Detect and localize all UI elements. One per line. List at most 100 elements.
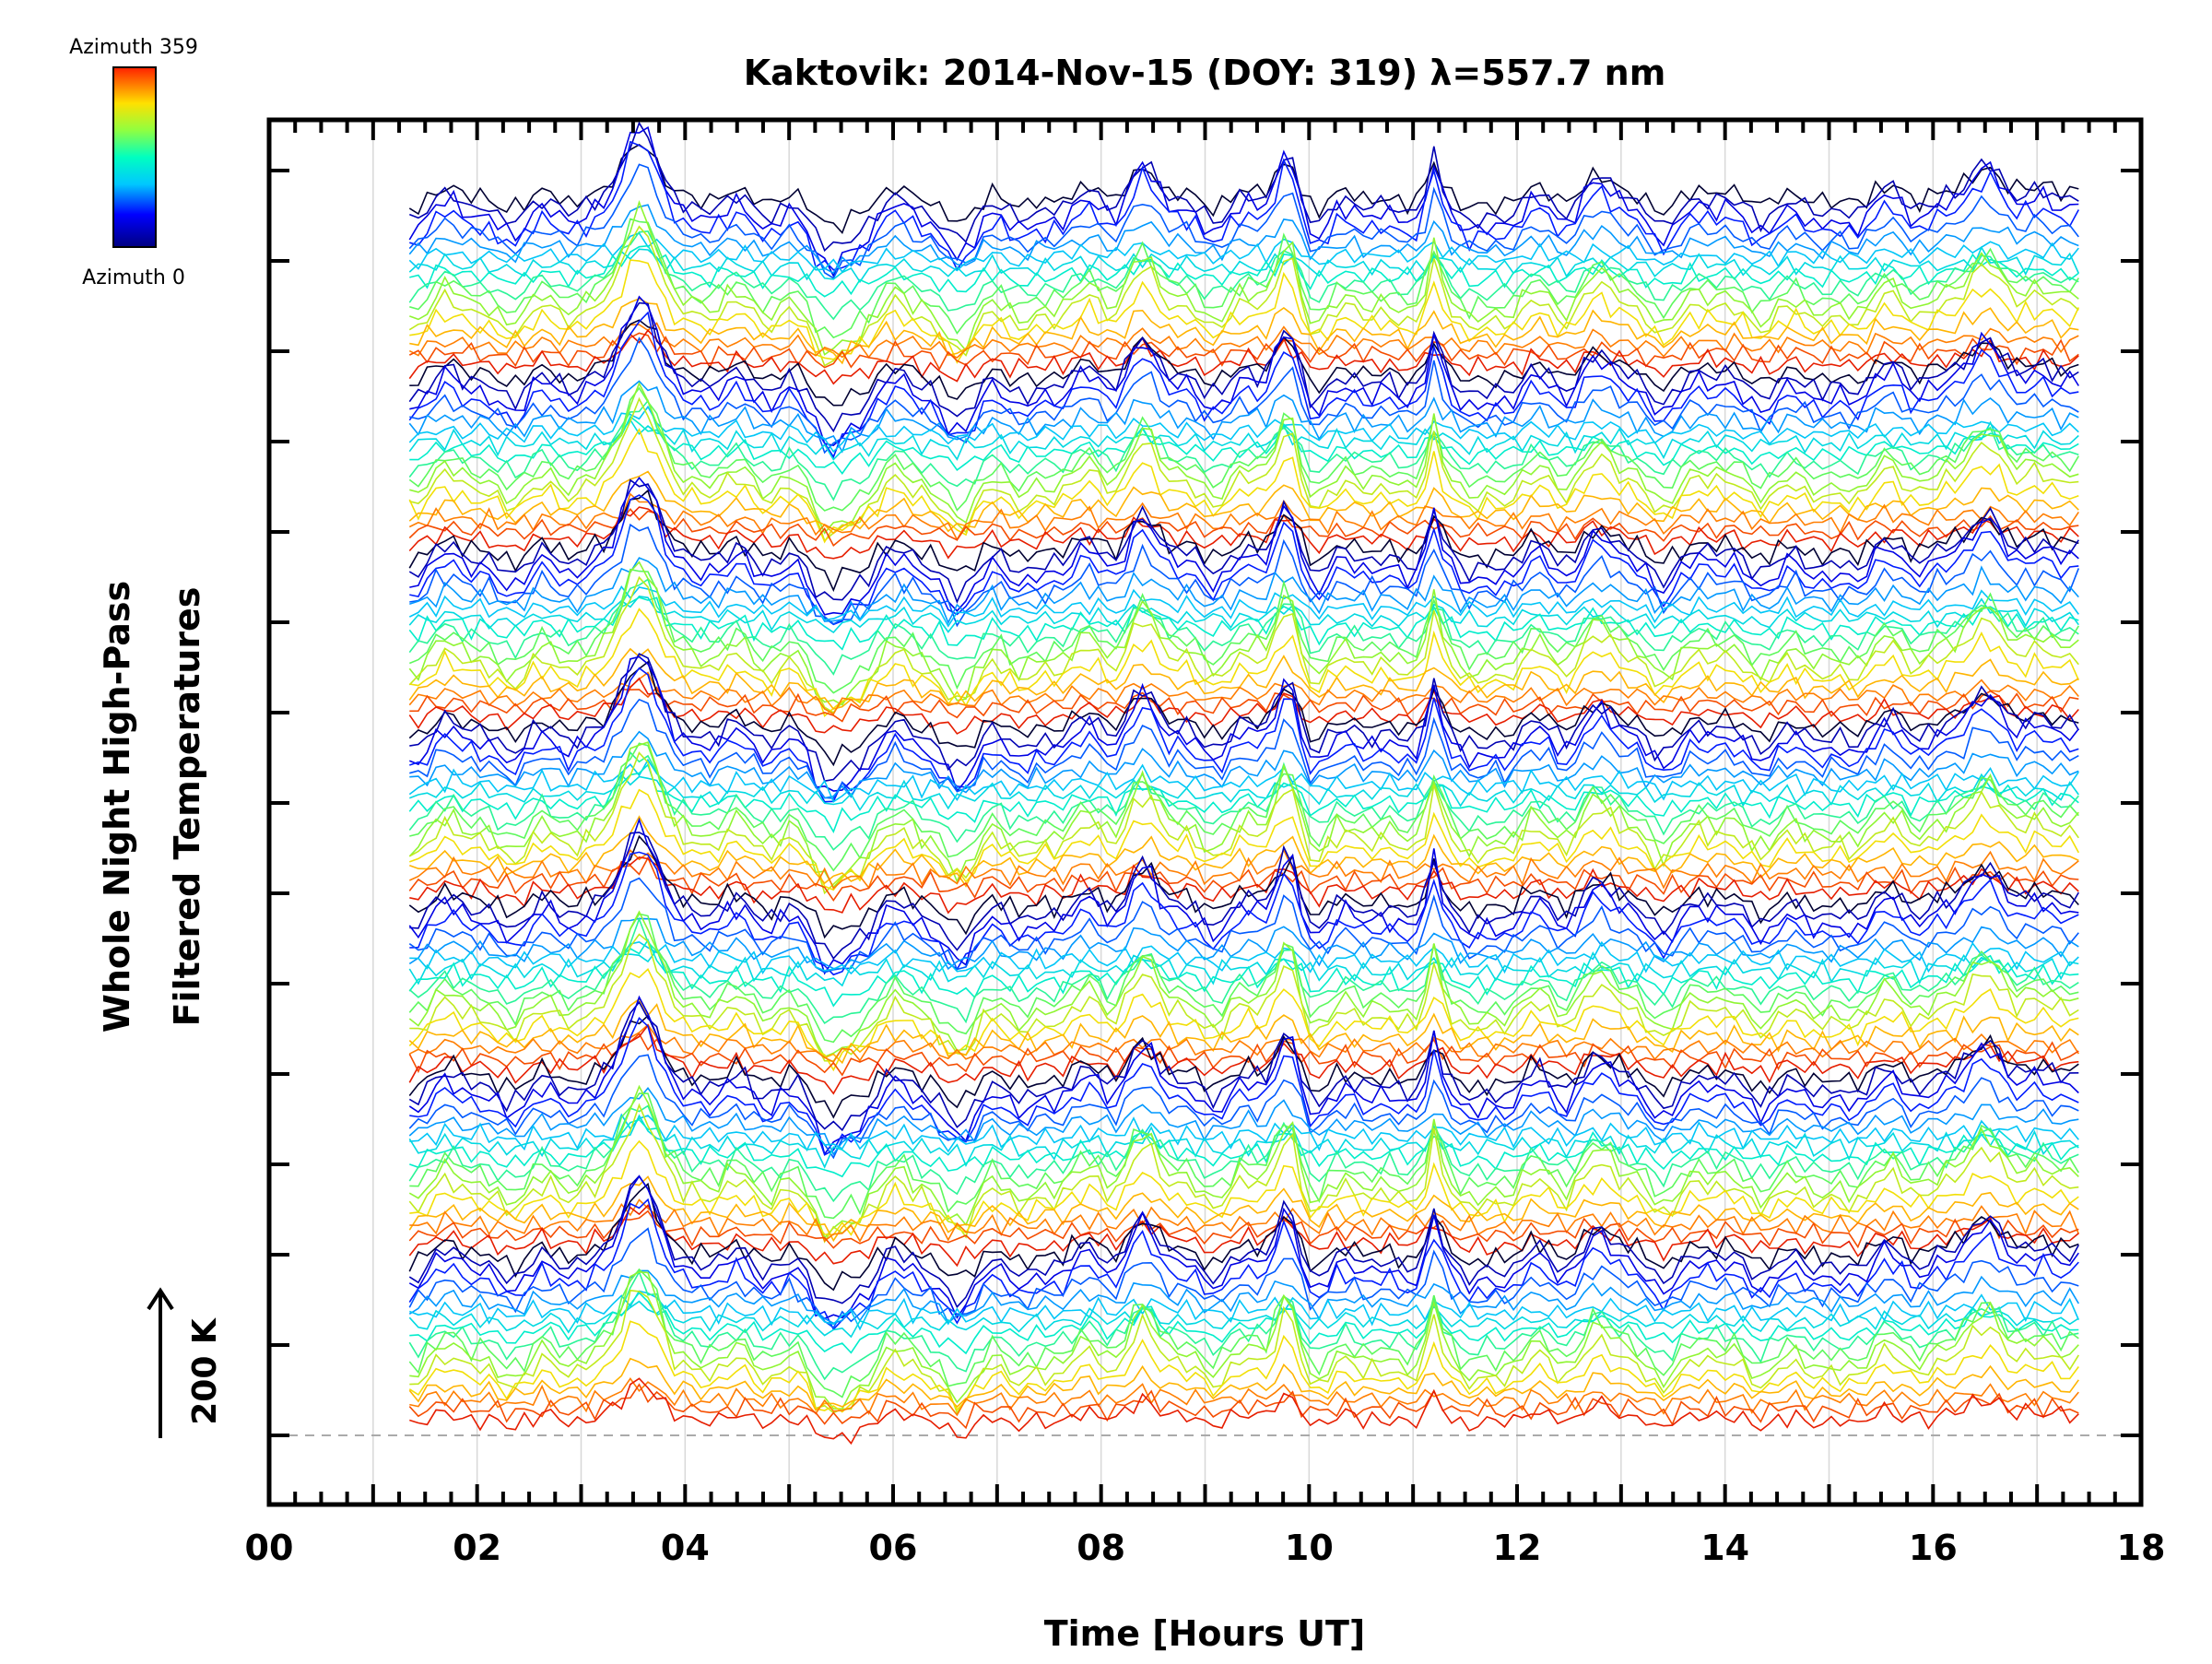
trace-line [409,1290,2080,1331]
trace-line [409,742,2079,872]
trace-line [408,1383,2079,1430]
trace-line [408,751,2079,895]
trace-line [409,494,2079,626]
trace-line [408,1104,2079,1203]
trace-line [408,913,2079,1044]
trace-line [408,163,2079,279]
trace-line [408,470,2079,535]
trace-line [408,508,2079,547]
trace-line [408,1054,2079,1160]
trace-line [409,557,2079,625]
trace-line [408,405,2079,454]
trace-line [408,230,2079,321]
trace-line [409,773,2079,811]
trace-line [408,585,2079,628]
trace-line [408,245,2080,284]
trace-line [408,1033,2079,1077]
x-tick-label: 08 [1077,1528,1125,1568]
trace-line [409,698,2079,799]
trace-line [408,1269,2079,1325]
trace-line [408,329,2079,385]
trace-line [409,319,2079,407]
trace-line [408,834,2079,939]
trace-line [409,259,2080,364]
x-tick-labels: 00 02 04 06 08 10 12 14 16 18 [245,1528,2166,1568]
trace-line [408,125,2079,278]
trace-line [408,492,2079,542]
trace-line [409,1198,2080,1243]
x-tick-label: 00 [245,1528,294,1568]
trace-line [408,758,2079,803]
trace-line [408,1204,2079,1268]
scale-bar-label: 200 K [186,1317,224,1425]
trace-line [408,231,2079,274]
trace-line [408,1210,2079,1249]
trace-line [408,578,2079,676]
trace-line [409,608,2080,717]
trace-line [408,997,2079,1065]
trace-line [409,1377,2079,1446]
x-tick-label: 06 [869,1528,918,1568]
trace-line [408,910,2079,1058]
trace-line [408,311,2079,459]
trace-line [409,653,2079,783]
trace-line [408,1198,2079,1331]
trace-line [408,489,2079,593]
trace-lines [408,121,2080,1446]
trace-line [408,938,2079,1008]
trace-line [408,1000,2079,1132]
trace-line [409,1377,2079,1417]
trace-line [409,523,2080,628]
trace-line [408,647,2079,710]
trace-line [408,380,2079,454]
trace-line [408,677,2079,735]
trace-line [409,1139,2079,1236]
trace-line [409,396,2079,542]
trace-line [408,660,2079,767]
trace-line [408,1175,2079,1243]
x-tick-label: 10 [1285,1528,1334,1568]
trace-line [408,1320,2079,1413]
x-tick-label: 16 [1909,1528,1958,1568]
trace-line [409,933,2079,1062]
y-axis-ticks [269,169,2141,1437]
trace-line [409,476,2079,616]
trace-line [408,386,2079,512]
trace-line [409,851,2079,976]
trace-line [408,561,2079,706]
trace-line [408,419,2079,461]
trace-line [408,948,2079,987]
trace-line [408,596,2079,634]
trace-line [408,967,2079,1072]
trace-line [408,1174,2079,1320]
colorbar-bottom-label: Azimuth 0 [82,266,185,289]
trace-line [408,225,2079,367]
trace-line [408,995,2079,1156]
colorbar-gradient [112,66,157,248]
trace-line [408,817,2079,975]
trace-line [408,741,2079,889]
trace-line [408,506,2079,560]
trace-line [409,1289,2079,1415]
trace-line [409,815,2079,888]
trace-line [408,1086,2079,1156]
trace-line [408,428,2079,544]
scale-bar-arrow-head [147,1287,174,1311]
trace-line [409,940,2079,975]
trace-line [409,1292,2079,1355]
trace-line [408,856,2079,903]
trace-line [409,415,2079,475]
x-tick-label: 14 [1700,1528,1749,1568]
trace-line [409,832,2079,961]
colorbar: Azimuth 359 Azimuth 0 [69,36,198,289]
trace-line [408,1268,2079,1398]
trace-line [408,322,2079,359]
trace-line [408,1023,2079,1095]
trace-line [408,917,2079,971]
trace-line [409,856,2079,915]
chart-title: Kaktovik: 2014-Nov-15 (DOY: 319) λ=557.7… [744,53,1666,93]
trace-line [408,143,2079,235]
trace-line [408,568,2079,694]
trace-line [408,332,2079,372]
